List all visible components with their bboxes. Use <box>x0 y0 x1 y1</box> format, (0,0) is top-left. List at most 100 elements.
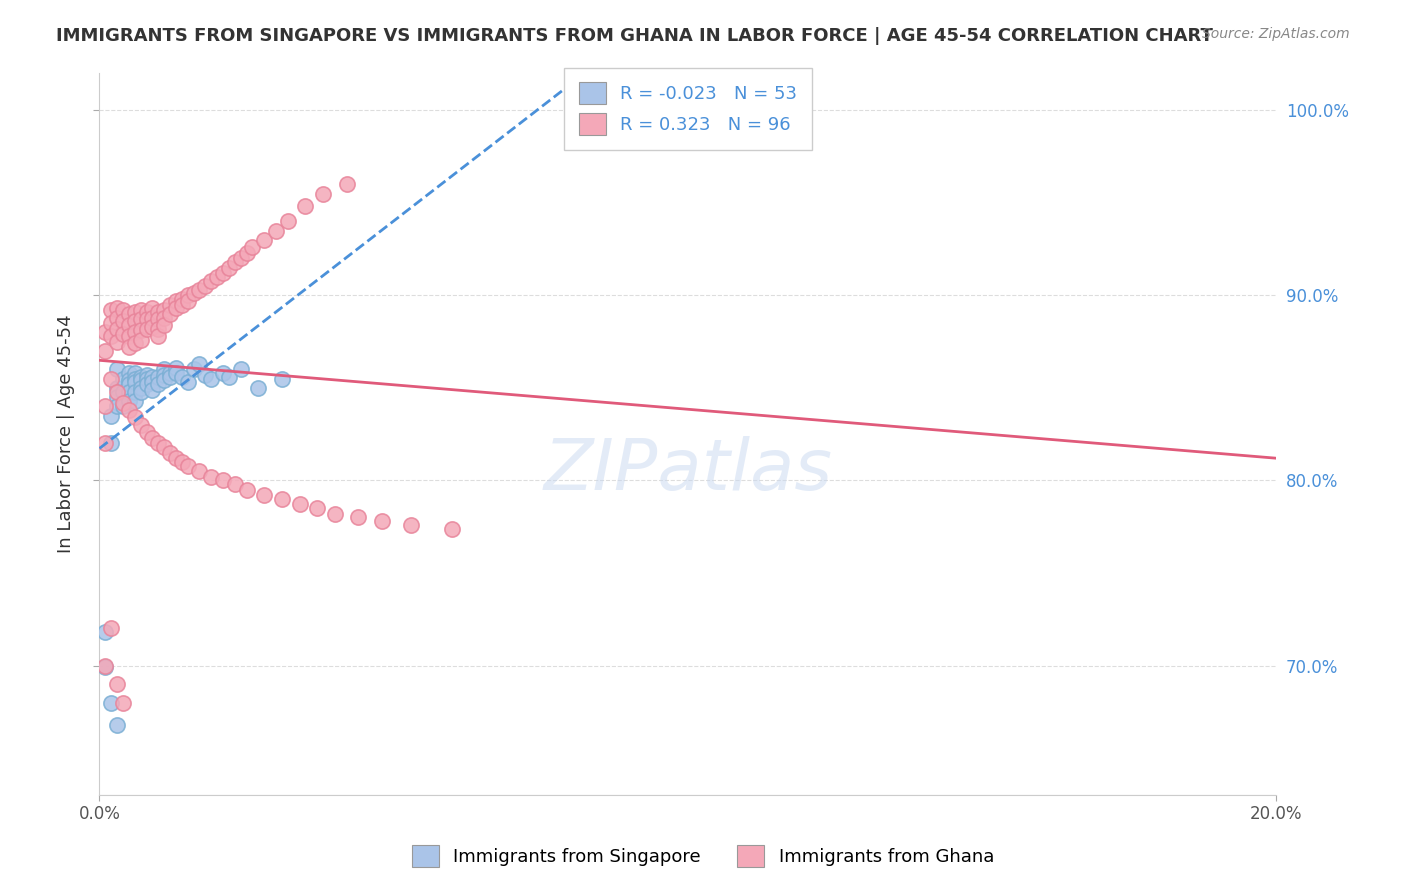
Point <box>165 293 187 308</box>
Point <box>188 464 211 478</box>
Point <box>141 319 163 334</box>
Point <box>153 318 176 332</box>
Point <box>135 425 157 440</box>
Point <box>170 292 193 306</box>
Point <box>118 384 141 399</box>
Point <box>135 312 157 326</box>
Point <box>194 368 217 382</box>
Point <box>129 333 152 347</box>
Point <box>105 381 128 395</box>
Point <box>212 474 235 488</box>
Point <box>177 376 200 390</box>
Point <box>229 252 252 266</box>
Point <box>118 340 141 354</box>
Point <box>111 696 134 710</box>
Point <box>124 326 146 340</box>
Point <box>218 260 240 275</box>
Point <box>165 366 187 380</box>
Point <box>264 223 287 237</box>
Point <box>165 360 187 375</box>
Point <box>148 305 170 319</box>
Legend: Immigrants from Singapore, Immigrants from Ghana: Immigrants from Singapore, Immigrants fr… <box>405 838 1001 874</box>
Point <box>135 305 157 319</box>
Point <box>177 288 200 302</box>
Point <box>235 483 257 497</box>
Point <box>148 377 170 392</box>
Point <box>153 440 176 454</box>
Point <box>224 477 246 491</box>
Point <box>111 395 134 409</box>
Point <box>159 297 181 311</box>
Point <box>153 368 176 382</box>
Point <box>105 301 128 316</box>
Point <box>94 400 117 414</box>
Point <box>153 362 176 376</box>
Point <box>177 458 200 473</box>
Point <box>129 374 152 388</box>
Point <box>118 307 141 321</box>
Point <box>247 381 270 395</box>
Point <box>148 321 170 335</box>
Point <box>335 178 357 192</box>
Point <box>253 233 276 247</box>
Point <box>118 366 141 380</box>
Point <box>129 303 152 318</box>
Point <box>159 369 181 384</box>
Point <box>94 343 117 358</box>
Point <box>100 622 122 636</box>
Point <box>253 488 276 502</box>
Point <box>347 510 370 524</box>
Point <box>105 310 128 325</box>
Point <box>170 369 193 384</box>
Point <box>148 312 170 326</box>
Point <box>100 371 122 385</box>
Point <box>153 303 176 318</box>
Point <box>124 305 146 319</box>
Point <box>100 303 122 318</box>
Point <box>270 491 292 506</box>
Point <box>118 374 141 388</box>
Point <box>188 283 211 297</box>
Point <box>105 677 128 691</box>
Point <box>100 409 122 423</box>
Point <box>129 312 152 326</box>
Point <box>111 314 134 328</box>
Point <box>135 368 157 382</box>
Point <box>401 517 423 532</box>
Point <box>148 369 170 384</box>
Point <box>200 371 222 385</box>
Point <box>94 436 117 450</box>
Point <box>129 381 152 395</box>
Point <box>224 255 246 269</box>
Point <box>111 400 134 414</box>
Point <box>205 269 228 284</box>
Point <box>111 371 134 385</box>
Point <box>323 507 346 521</box>
Point <box>371 514 394 528</box>
Point <box>183 286 205 301</box>
Point <box>124 366 146 380</box>
Point <box>141 376 163 390</box>
Point <box>229 362 252 376</box>
Point <box>124 393 146 408</box>
Point <box>148 329 170 343</box>
Point <box>105 400 128 414</box>
Point <box>124 371 146 385</box>
Text: Source: ZipAtlas.com: Source: ZipAtlas.com <box>1202 27 1350 41</box>
Point <box>111 303 134 318</box>
Point <box>100 436 122 450</box>
Point <box>165 301 187 316</box>
Point <box>124 336 146 351</box>
Point <box>235 245 257 260</box>
Point <box>105 390 128 404</box>
Point <box>129 369 152 384</box>
Point <box>170 297 193 311</box>
Point <box>94 658 117 673</box>
Point <box>294 199 316 213</box>
Text: IMMIGRANTS FROM SINGAPORE VS IMMIGRANTS FROM GHANA IN LABOR FORCE | AGE 45-54 CO: IMMIGRANTS FROM SINGAPORE VS IMMIGRANTS … <box>56 27 1213 45</box>
Point <box>105 384 128 399</box>
Point <box>277 214 299 228</box>
Point <box>124 314 146 328</box>
Point <box>141 369 163 384</box>
Point <box>94 660 117 674</box>
